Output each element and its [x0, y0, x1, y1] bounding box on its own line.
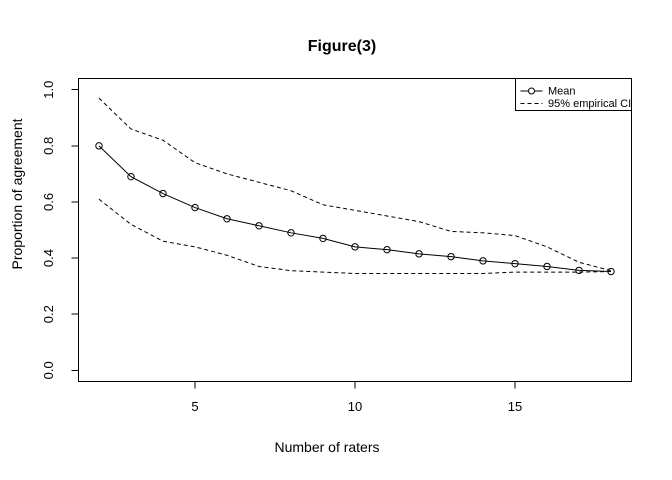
data-point-marker — [511, 259, 519, 268]
data-point-marker — [415, 250, 423, 258]
legend-label-mean: Mean — [548, 86, 576, 98]
mean-line — [98, 145, 612, 273]
lower-ci-line — [98, 198, 612, 274]
y-axis-ticks: 0.0 0.2 0.4 0.6 0.8 1.0 — [41, 81, 79, 379]
x-tick-label: 10 — [348, 399, 362, 414]
data-point-marker — [127, 172, 135, 181]
data-series — [95, 97, 615, 276]
data-point-marker — [383, 245, 391, 254]
legend: Mean 95% empirical CI — [515, 78, 632, 111]
data-point-marker — [447, 252, 455, 261]
data-point-marker — [159, 189, 167, 198]
upper-ci-line — [98, 97, 612, 272]
data-point-marker — [191, 203, 199, 212]
legend-box — [515, 78, 632, 111]
legend-mean-marker-icon — [528, 87, 535, 95]
y-tick-label: 0.4 — [41, 249, 56, 267]
y-axis-label: Proportion of agreement — [9, 118, 25, 269]
x-tick-label: 15 — [508, 399, 522, 414]
y-tick-label: 0.8 — [41, 137, 56, 155]
x-axis-label: Number of raters — [274, 439, 379, 455]
data-point-marker — [255, 222, 263, 230]
y-tick-label: 0.0 — [41, 361, 56, 379]
x-axis-ticks: 5 10 15 — [191, 381, 522, 414]
legend-label-ci: 95% empirical CI — [548, 98, 631, 110]
y-tick-label: 1.0 — [41, 81, 56, 99]
data-point-marker — [223, 215, 231, 223]
data-point-marker — [543, 262, 551, 271]
data-point-marker — [95, 142, 103, 150]
plot-box — [78, 78, 632, 382]
chart-title: Figure(3) — [308, 38, 376, 55]
data-point-marker — [575, 266, 583, 275]
y-tick-label: 0.6 — [41, 193, 56, 211]
data-point-marker — [351, 243, 359, 251]
y-tick-label: 0.2 — [41, 305, 56, 323]
data-point-marker — [319, 234, 327, 243]
data-point-marker — [287, 229, 295, 237]
x-tick-label: 5 — [191, 399, 198, 414]
data-point-marker — [479, 257, 487, 265]
